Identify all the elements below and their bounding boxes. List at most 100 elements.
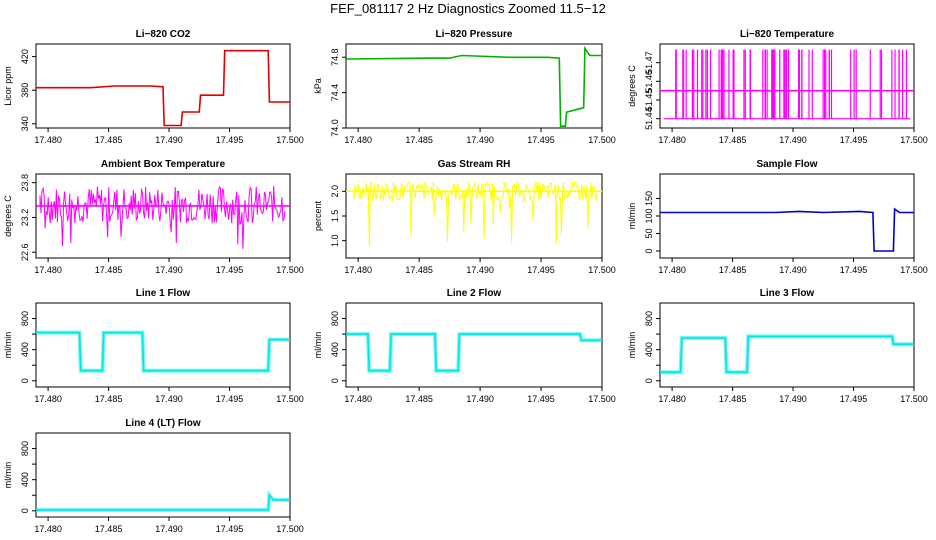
y-axis-label-6: ml/min [3,332,13,359]
x-tick-label-5: 17.480 [658,265,686,275]
x-tick-label-5: 17.500 [900,265,928,275]
series-line-1 [345,45,602,127]
plot-title-3: Ambient Box Temperature [101,159,226,170]
y-tick-label-6: 0 [20,378,30,383]
plot-frame-8 [659,302,915,388]
y-tick-label-3: 22.6 [20,243,30,261]
y-tick-label-8: 400 [644,342,654,357]
plot-title-5: Sample Flow [756,159,817,170]
y-tick-label-1: 74.4 [330,84,340,102]
x-tick-label-7: 17.480 [344,394,372,404]
x-tick-label-1: 17.490 [466,135,494,145]
x-tick-label-9: 17.480 [34,524,62,534]
x-tick-label-9: 17.490 [155,524,183,534]
x-tick-label-8: 17.500 [900,394,928,404]
plot-frame-5 [659,173,915,259]
y-tick-label-5: 0 [644,248,654,253]
series-noise-3 [39,185,286,249]
plot-title-6: Line 1 Flow [136,288,191,299]
series-band-9 [36,489,290,512]
plot-title-1: Li−820 Pressure [436,29,513,40]
x-tick-label-2: 17.490 [779,135,807,145]
y-axis-label-2: degrees C [627,65,637,107]
x-tick-label-6: 17.480 [34,394,62,404]
x-tick-label-1: 17.500 [588,135,616,145]
x-tick-label-4: 17.480 [344,265,372,275]
plot-frame-0 [35,43,291,129]
x-tick-label-4: 17.485 [405,265,433,275]
y-axis-label-7: ml/min [313,332,323,359]
x-tick-label-1: 17.495 [527,135,555,145]
y-tick-label-5: 100 [644,208,654,223]
plot-frame-6 [35,302,291,388]
y-tick-label-5: 150 [644,191,654,206]
series-band-6 [36,330,290,373]
y-tick-label-4: 1.5 [330,210,340,223]
y-tick-label-7: 400 [330,342,340,357]
y-tick-label-4: 1.0 [330,234,340,247]
series-line-6 [36,331,290,372]
plot-title-4: Gas Stream RH [438,159,511,170]
y-tick-label-1: 74.0 [330,119,340,137]
x-tick-label-1: 17.485 [405,135,433,145]
x-tick-label-0: 17.495 [216,135,244,145]
x-tick-label-8: 17.495 [840,394,868,404]
y-tick-label-2: 51.47 [644,51,654,74]
plot-frame-1 [345,43,603,129]
plot-title-8: Line 3 Flow [760,288,815,299]
x-tick-label-3: 17.490 [155,265,183,275]
x-tick-label-9: 17.495 [216,524,244,534]
x-tick-label-4: 17.490 [466,265,494,275]
y-axis-label-1: kPa [313,78,323,94]
x-tick-label-5: 17.485 [719,265,747,275]
x-tick-label-1: 17.480 [344,135,372,145]
plot-title-9: Line 4 (LT) Flow [125,418,201,429]
y-tick-label-2: 51.44 [644,107,654,130]
x-tick-label-8: 17.485 [719,394,747,404]
plot-title-2: Li−820 Temperature [740,29,834,40]
x-tick-label-0: 17.500 [276,135,304,145]
main-title: FEF_081117 2 Hz Diagnostics Zoomed 11.5−… [330,1,606,16]
y-tick-label-4: 2.0 [330,185,340,198]
y-axis-label-8: ml/min [627,332,637,359]
x-tick-label-6: 17.485 [95,394,123,404]
series-line-0 [36,49,290,127]
plot-frame-7 [345,302,603,388]
y-tick-label-0: 420 [20,49,30,64]
x-tick-label-6: 17.495 [216,394,244,404]
series-line-9 [36,493,290,511]
y-tick-label-9: 400 [20,472,30,487]
x-tick-label-3: 17.480 [34,265,62,275]
x-tick-label-7: 17.490 [466,394,494,404]
y-tick-label-9: 0 [20,508,30,513]
series-band-7 [346,332,602,373]
x-tick-label-9: 17.485 [95,524,123,534]
y-tick-label-7: 0 [330,378,340,383]
plot-title-7: Line 2 Flow [447,288,502,299]
series-line-5 [660,207,914,252]
plot-title-0: Li−820 CO2 [136,29,191,40]
y-axis-label-3: degrees C [3,195,13,237]
x-tick-label-5: 17.495 [840,265,868,275]
y-tick-label-2: 51.46 [644,70,654,93]
plot-frame-9 [35,432,291,518]
series-noise-4 [353,180,598,247]
series-line-7 [346,333,602,372]
x-tick-label-4: 17.495 [527,265,555,275]
y-tick-label-8: 0 [644,378,654,383]
x-tick-label-8: 17.480 [658,394,686,404]
plot-frame-3 [35,173,291,259]
x-tick-label-6: 17.490 [155,394,183,404]
x-tick-label-0: 17.490 [155,135,183,145]
y-axis-label-5: ml/min [627,203,637,230]
y-tick-label-6: 400 [20,342,30,357]
y-tick-label-0: 380 [20,83,30,98]
x-tick-label-3: 17.500 [276,265,304,275]
y-axis-label-0: Licor ppm [3,66,13,106]
series-band-8 [660,334,914,375]
x-tick-label-2: 17.495 [840,135,868,145]
y-tick-label-0: 340 [20,116,30,131]
y-tick-label-2: 51.45 [644,89,654,112]
plot-frame-2 [659,43,915,129]
x-tick-label-2: 17.500 [900,135,928,145]
